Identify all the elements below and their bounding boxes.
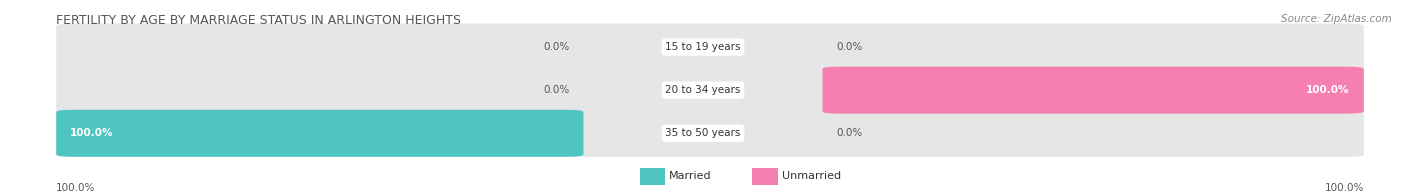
FancyBboxPatch shape [752, 168, 778, 185]
Text: 100.0%: 100.0% [70, 128, 114, 138]
Text: 35 to 50 years: 35 to 50 years [665, 128, 741, 138]
FancyBboxPatch shape [56, 110, 1364, 157]
Text: 0.0%: 0.0% [837, 42, 863, 52]
Text: 100.0%: 100.0% [56, 183, 96, 193]
Text: 15 to 19 years: 15 to 19 years [665, 42, 741, 52]
Text: FERTILITY BY AGE BY MARRIAGE STATUS IN ARLINGTON HEIGHTS: FERTILITY BY AGE BY MARRIAGE STATUS IN A… [56, 14, 461, 27]
FancyBboxPatch shape [640, 168, 665, 185]
FancyBboxPatch shape [56, 67, 1364, 114]
FancyBboxPatch shape [56, 24, 1364, 71]
Text: Unmarried: Unmarried [782, 171, 841, 181]
Text: Source: ZipAtlas.com: Source: ZipAtlas.com [1281, 14, 1392, 24]
FancyBboxPatch shape [823, 67, 1364, 114]
Text: 0.0%: 0.0% [543, 85, 569, 95]
Text: 0.0%: 0.0% [837, 128, 863, 138]
Text: 0.0%: 0.0% [543, 42, 569, 52]
Text: 100.0%: 100.0% [1324, 183, 1364, 193]
Text: 100.0%: 100.0% [1306, 85, 1350, 95]
FancyBboxPatch shape [56, 110, 583, 157]
Text: 20 to 34 years: 20 to 34 years [665, 85, 741, 95]
Text: Married: Married [669, 171, 711, 181]
